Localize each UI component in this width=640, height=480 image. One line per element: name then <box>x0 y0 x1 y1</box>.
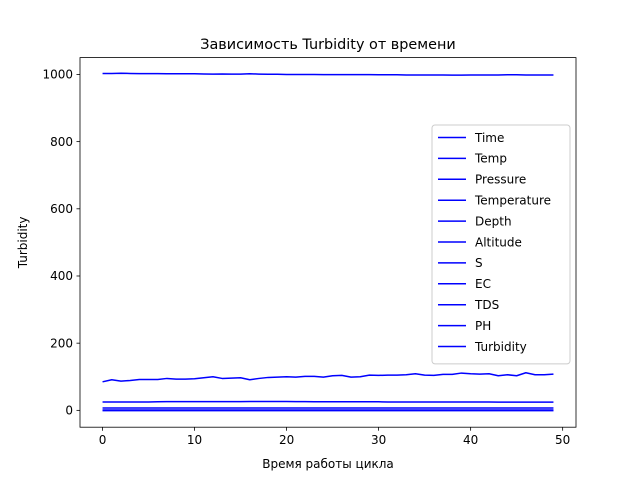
y-tick-label: 400 <box>50 269 73 283</box>
legend-label-pressure: Pressure <box>475 173 526 187</box>
y-tick-label: 800 <box>50 135 73 149</box>
x-tick-label: 50 <box>555 433 570 447</box>
legend-label-time: Time <box>474 131 504 145</box>
legend-label-temperature: Temperature <box>474 194 551 208</box>
legend-box <box>431 124 571 365</box>
y-tick-label: 1000 <box>42 68 73 82</box>
legend-label-turbidity: Turbidity <box>474 340 527 354</box>
y-tick-label: 600 <box>50 202 73 216</box>
series-line-turbidity <box>102 371 554 383</box>
y-tick-label: 0 <box>65 404 73 418</box>
x-tick-label: 0 <box>99 433 107 447</box>
legend-label-depth: Depth <box>475 214 512 228</box>
x-axis-label: Время работы цикла <box>262 457 394 471</box>
x-tick-label: 10 <box>187 433 202 447</box>
legend-label-tds: TDS <box>474 298 499 312</box>
legend-label-ph: PH <box>475 319 491 333</box>
legend-label-ec: EC <box>475 277 491 291</box>
y-tick-label: 200 <box>50 336 73 350</box>
y-axis-label: Turbidity <box>16 217 30 270</box>
series-line-pressure <box>102 72 554 76</box>
ticks-layer: 0 10 20 30 40 50 0 200 400 600 800 1000 <box>42 68 570 448</box>
legend-label-temp: Temp <box>474 152 507 166</box>
legend-label-altitude: Altitude <box>475 235 522 249</box>
x-tick-label: 30 <box>371 433 386 447</box>
chart-title: Зависимость Turbidity от времени <box>200 37 456 53</box>
legend-label-s: S <box>475 256 483 270</box>
series-line-temp <box>102 400 554 403</box>
series-layer <box>102 72 554 412</box>
x-tick-label: 40 <box>463 433 478 447</box>
x-tick-label: 20 <box>279 433 294 447</box>
plot-frame <box>79 57 577 428</box>
legend: Time Temp Pressure Temperature Depth Altitude… <box>431 124 571 365</box>
